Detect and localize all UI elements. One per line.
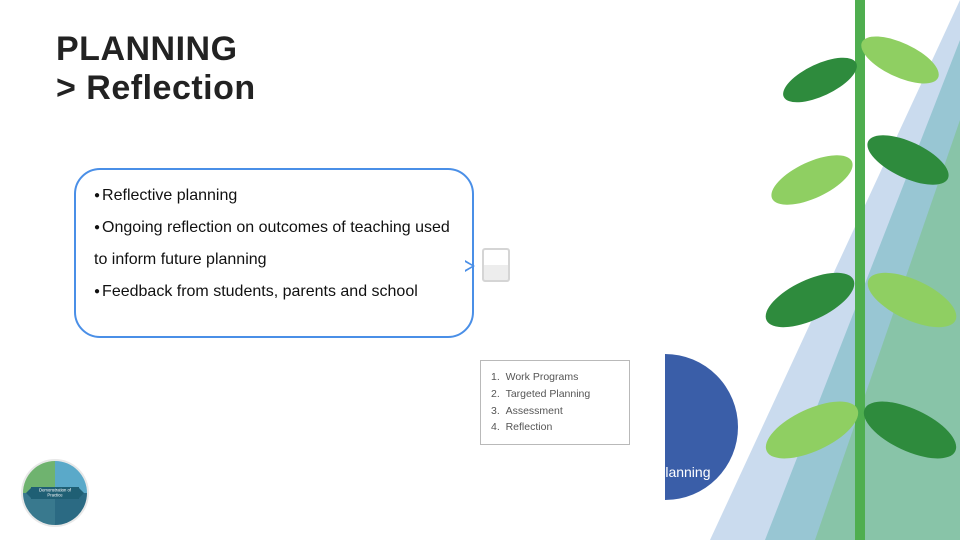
callout-item: ●Reflective planning xyxy=(94,180,454,212)
title-line-2: > Reflection xyxy=(56,69,256,108)
slide-title: PLANNING > Reflection xyxy=(56,30,256,108)
leaf-icon xyxy=(861,125,956,195)
planning-card: 1. Work Programs 2. Targeted Planning 3.… xyxy=(480,360,728,500)
callout-item: ●Feedback from students, parents and sch… xyxy=(94,276,454,308)
decor-triangle xyxy=(710,0,960,540)
leaf-icon xyxy=(856,390,960,470)
decor-triangle xyxy=(765,40,960,540)
callout-item: ●Ongoing reflection on outcomes of teach… xyxy=(94,212,454,276)
callout-tail xyxy=(465,260,475,272)
badge-center-label: Demonstration of Practice xyxy=(35,488,75,497)
leaf-icon xyxy=(758,390,866,470)
planning-label: Planning xyxy=(656,464,711,480)
leaf-icon xyxy=(765,145,860,215)
decor-triangle xyxy=(815,120,960,540)
leaf-icon xyxy=(860,262,960,339)
title-line-1: PLANNING xyxy=(56,30,256,69)
leaf-icon xyxy=(758,262,862,339)
reflection-callout: ●Reflective planning ●Ongoing reflection… xyxy=(74,168,474,338)
leaf-icon xyxy=(777,49,863,112)
callout-text: Feedback from students, parents and scho… xyxy=(102,283,418,300)
leaf-icon xyxy=(855,27,945,93)
slide: PLANNING > Reflection ●Reflective planni… xyxy=(0,0,960,540)
practice-badge: Demonstration of Practice xyxy=(20,458,90,528)
callout-text: Ongoing reflection on outcomes of teachi… xyxy=(94,219,450,268)
callout-text: Reflective planning xyxy=(102,187,237,204)
pointer-target-icon xyxy=(482,248,510,282)
